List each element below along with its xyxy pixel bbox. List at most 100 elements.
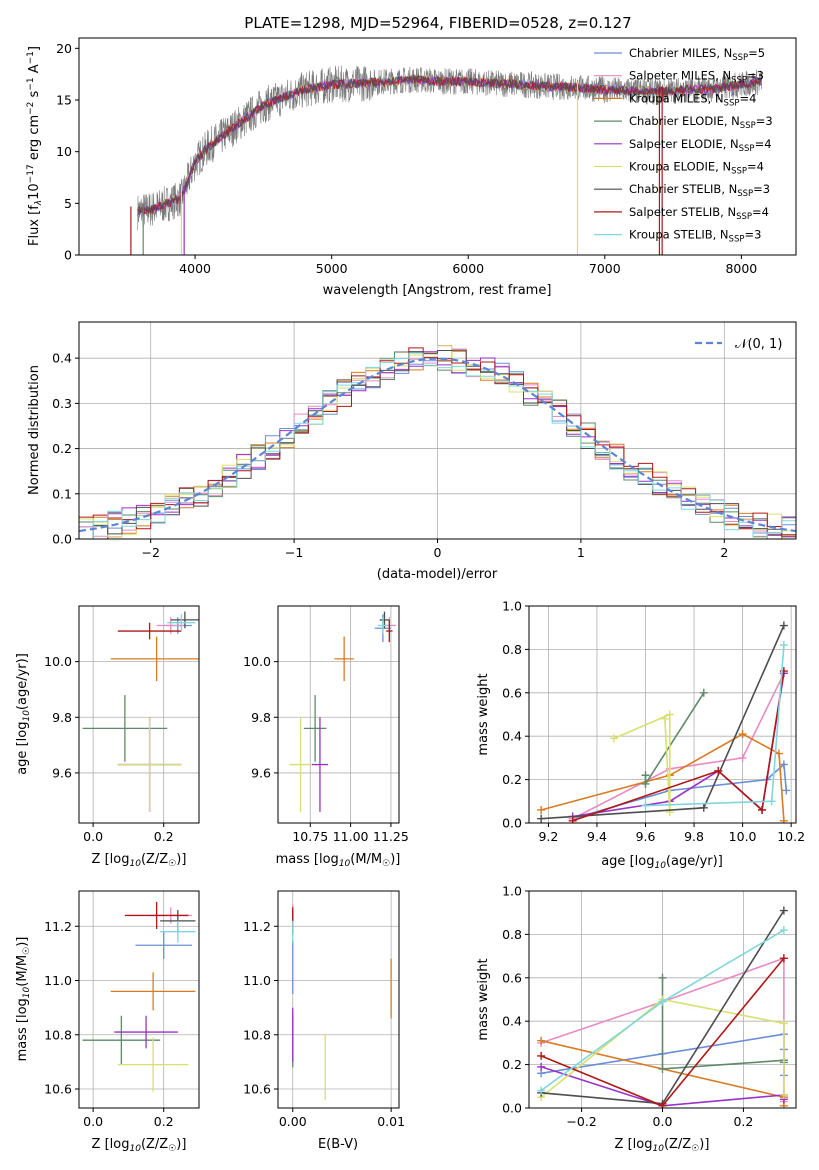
x-axis-label: E(B-V) <box>318 1137 358 1152</box>
y-axis-label-part: Flux [f <box>27 205 42 246</box>
legend-n: =3 <box>747 69 764 83</box>
y-axis-label-part: s <box>27 90 42 101</box>
axes-frame <box>528 890 797 1109</box>
x-tick-label: −0.2 <box>566 1114 596 1129</box>
x-axis-label-part: )] <box>390 852 400 867</box>
weight-marker <box>779 621 788 630</box>
legend-entry: Salpeter STELIB, NSSP=4 <box>629 205 769 222</box>
x-axis-label-part: ☉ <box>691 1144 699 1154</box>
weight-series-1 <box>572 672 785 820</box>
legend-entry: Salpeter ELODIE, NSSP=4 <box>629 137 772 154</box>
x-axis-label-part: 10 <box>339 859 351 869</box>
y-axis-label: Flux [fλ10−17 erg cm−2 s−1 A−1] <box>26 46 44 246</box>
axes-age-vs-mass: 10.75 11.00 11.25 9.6 9.8 10.0 mass [log10(M/M… <box>243 605 409 869</box>
axes-frame <box>528 605 797 824</box>
axes-mass-weight-vs-Z: −0.2 0.0 0.2 0.0 0.2 0.4 0.6 0.8 1.0 mass weight Z… <box>476 884 797 1154</box>
x-axis-label: Z [log10(Z/Z☉)] <box>615 1137 710 1154</box>
legend-sub: SSP <box>732 53 748 63</box>
legend-n: =4 <box>752 205 769 219</box>
legend-label: Chabrier ELODIE, N <box>629 114 740 128</box>
legend-entry: Kroupa MILES, NSSP=4 <box>629 91 756 108</box>
x-axis-label-part: )] <box>699 1137 709 1152</box>
y-tick-label: 11.2 <box>44 919 72 934</box>
x-tick-label: 9.6 <box>636 829 656 844</box>
y-tick-label: 1.0 <box>502 599 522 614</box>
legend-entry: Chabrier ELODIE, NSSP=3 <box>629 114 773 131</box>
weight-marker <box>537 1086 546 1095</box>
y-axis-label-text: Flux [fλ10−17 erg cm−2 s−1 A−1] <box>26 46 44 246</box>
x-axis-label-part: (Z/Z <box>141 852 168 867</box>
x-tick-label: 11.00 <box>333 829 369 844</box>
legend-label: Salpeter MILES, N <box>629 69 731 83</box>
weight-marker <box>537 805 546 814</box>
weight-marker <box>665 710 674 719</box>
y-axis-label-part: ☉ <box>22 947 32 955</box>
legend-entry: Kroupa STELIB, NSSP=3 <box>629 228 761 245</box>
axes-frame <box>78 37 797 256</box>
y-tick-label: 0.0 <box>502 1101 522 1116</box>
legend-sub: SSP <box>729 235 745 245</box>
x-axis-label-part: ☉ <box>168 1144 176 1154</box>
y-axis-label-part: −1 <box>26 51 36 64</box>
y-tick-label: 10.6 <box>243 1082 271 1097</box>
x-axis-label-part: age [log <box>601 854 654 869</box>
y-tick-label: 10.0 <box>243 654 271 669</box>
y-tick-label: 10 <box>56 144 72 159</box>
y-axis-label-part: −2 <box>26 102 36 115</box>
plot-area <box>82 611 199 812</box>
y-tick-label: 0.4 <box>52 351 72 366</box>
y-axis-label-part: 10 <box>22 986 32 998</box>
legend-n: =5 <box>748 46 765 60</box>
figure-title: PLATE=1298, MJD=52964, FIBERID=0528, z=0… <box>244 14 631 32</box>
legend-label: Chabrier STELIB, N <box>629 182 737 196</box>
x-tick-label: 0.00 <box>279 1114 307 1129</box>
errorbar-point <box>82 695 168 762</box>
y-axis-label-part: mass [log <box>15 998 30 1061</box>
x-tick-label: 0.2 <box>154 1114 174 1129</box>
weight-series-3 <box>644 692 705 787</box>
y-tick-label: 0.3 <box>52 396 72 411</box>
errorbar-point <box>82 1015 161 1065</box>
weight-marker <box>738 753 747 762</box>
weight-marker <box>779 1019 788 1028</box>
axes-frame <box>78 321 797 540</box>
plot-area <box>289 611 396 812</box>
y-axis-label: mass [log10(M/M☉)] <box>15 937 32 1062</box>
legend-entry: Kroupa ELODIE, NSSP=4 <box>629 160 764 177</box>
x-tick-label: 2 <box>720 545 728 560</box>
weight-marker <box>660 714 669 723</box>
weight-marker <box>779 760 788 769</box>
x-axis-label: Z [log10(Z/Z☉)] <box>92 852 187 869</box>
errorbar-point <box>311 717 329 812</box>
x-axis-label: wavelength [Angstrom, rest frame] <box>323 283 552 298</box>
legend-label: Kroupa STELIB, N <box>629 228 729 242</box>
x-axis-label-part: Z [log <box>615 1137 653 1152</box>
y-tick-label: 9.6 <box>251 765 271 780</box>
errorbar-point <box>378 617 388 634</box>
x-tick-label: 4000 <box>179 261 211 276</box>
y-tick-label: 1.0 <box>502 884 522 899</box>
y-tick-label: 9.8 <box>251 710 271 725</box>
weight-marker <box>767 797 776 806</box>
x-axis-label-part: 10 <box>652 1144 664 1154</box>
x-axis-label: Z [log10(Z/Z☉)] <box>92 1137 187 1154</box>
weight-marker <box>537 1062 546 1071</box>
plot-area <box>537 621 791 823</box>
y-axis-label-part: λ <box>34 200 44 206</box>
y-axis-label-part: −1 <box>26 77 36 90</box>
weight-marker <box>537 814 546 823</box>
y-tick-label: 0.6 <box>502 970 522 985</box>
y-tick-label: 0.2 <box>52 441 72 456</box>
y-tick-label: 11.0 <box>243 973 271 988</box>
x-tick-label: 5000 <box>316 261 348 276</box>
y-tick-label: 10.8 <box>243 1027 271 1042</box>
y-tick-label: 0.8 <box>502 642 522 657</box>
axes-mass-weight-vs-age: 9.2 9.4 9.6 9.8 10.0 10.2 0.0 0.2 0.4 0.6 0.8 1.0 ma… <box>476 599 805 872</box>
weight-marker <box>658 1064 667 1073</box>
x-tick-label: 11.25 <box>373 829 409 844</box>
axes-mass-vs-Z: 0.0 0.210.610.811.011.2Z [log10(Z/Z☉)]mas… <box>15 890 200 1154</box>
y-tick-label: 15 <box>56 93 72 108</box>
weight-marker <box>758 805 767 814</box>
weight-marker <box>641 771 650 780</box>
